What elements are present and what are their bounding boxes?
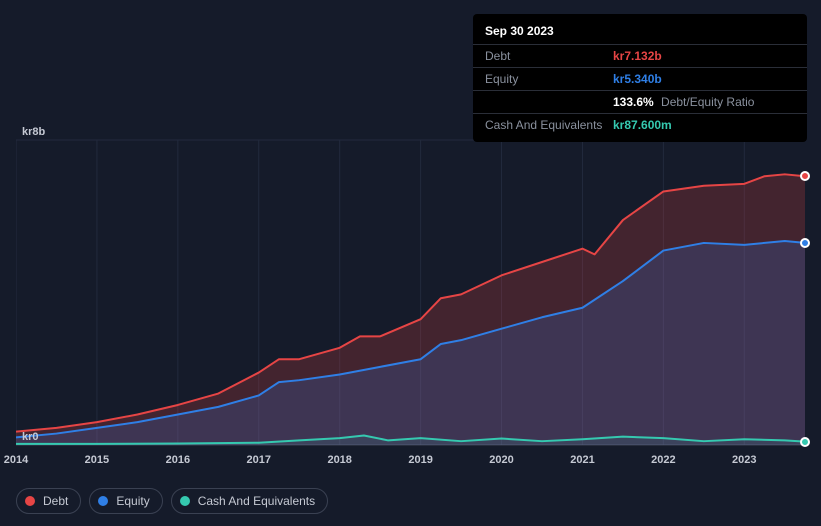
tooltip-row-label: Equity — [485, 72, 613, 86]
tooltip-row: Equitykr5.340b — [473, 67, 807, 90]
legend-label: Equity — [116, 494, 149, 508]
legend-item[interactable]: Debt — [16, 488, 81, 514]
x-axis-label: 2023 — [732, 454, 756, 466]
x-axis-labels: 2014201520162017201820192020202120222023 — [16, 454, 805, 472]
series-end-marker — [800, 437, 810, 447]
tooltip-row-value: kr7.132b — [613, 49, 662, 63]
legend-label: Debt — [43, 494, 68, 508]
x-axis-label: 2015 — [85, 454, 109, 466]
tooltip-row: Cash And Equivalentskr87.600m — [473, 113, 807, 136]
y-axis-label: kr8b — [22, 126, 45, 138]
legend-item[interactable]: Cash And Equivalents — [171, 488, 328, 514]
chart-area[interactable]: kr8b kr0 — [16, 120, 805, 500]
legend-swatch — [180, 496, 190, 506]
x-axis-label: 2018 — [327, 454, 351, 466]
tooltip-row-value: kr5.340b — [613, 72, 662, 86]
tooltip-row-extra: Debt/Equity Ratio — [658, 95, 755, 109]
tooltip-row-value: kr87.600m — [613, 118, 672, 132]
tooltip-date: Sep 30 2023 — [473, 20, 807, 44]
x-axis-label: 2022 — [651, 454, 675, 466]
tooltip-row: Debtkr7.132b — [473, 44, 807, 67]
tooltip-row-value: 133.6% Debt/Equity Ratio — [613, 95, 754, 109]
x-axis-label: 2014 — [4, 454, 28, 466]
tooltip-row-label: Debt — [485, 49, 613, 63]
legend-swatch — [98, 496, 108, 506]
x-axis-label: 2016 — [166, 454, 190, 466]
x-axis-label: 2021 — [570, 454, 594, 466]
legend-swatch — [25, 496, 35, 506]
series-end-marker — [800, 171, 810, 181]
x-axis-label: 2017 — [247, 454, 271, 466]
x-axis-label: 2020 — [489, 454, 513, 466]
legend: Debt Equity Cash And Equivalents — [16, 488, 328, 514]
chart-tooltip: Sep 30 2023 Debtkr7.132bEquitykr5.340b13… — [473, 14, 807, 142]
legend-label: Cash And Equivalents — [198, 494, 315, 508]
tooltip-row-label — [485, 95, 613, 109]
series-end-marker — [800, 238, 810, 248]
tooltip-row: 133.6% Debt/Equity Ratio — [473, 90, 807, 113]
area-chart-svg — [16, 120, 805, 455]
legend-item[interactable]: Equity — [89, 488, 162, 514]
tooltip-row-label: Cash And Equivalents — [485, 118, 613, 132]
x-axis-label: 2019 — [408, 454, 432, 466]
y-axis-label: kr0 — [22, 431, 39, 443]
